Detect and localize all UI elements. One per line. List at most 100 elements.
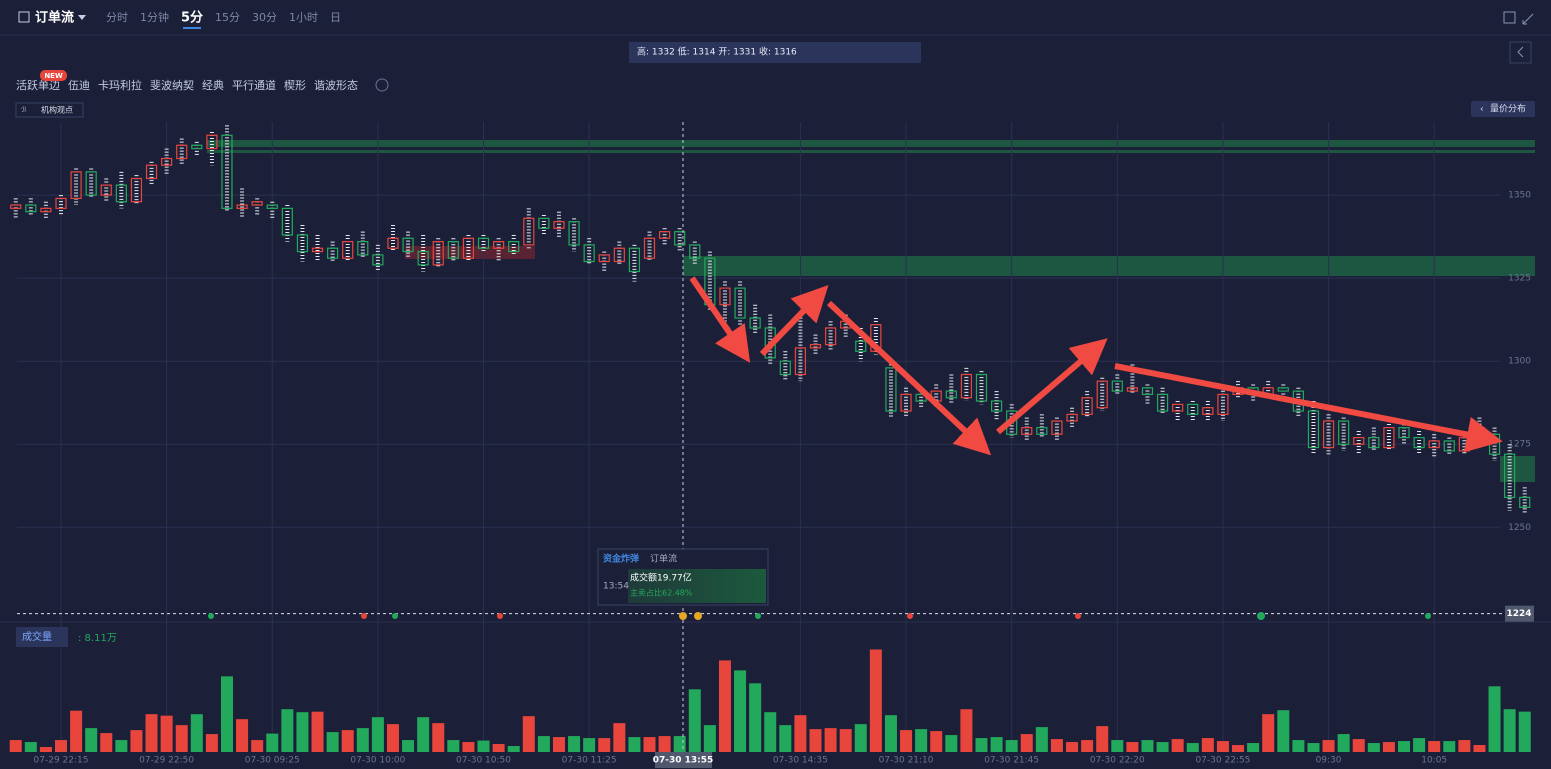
candle-body[interactable]	[1066, 413, 1078, 422]
help-icon[interactable]	[375, 78, 389, 92]
volume-label[interactable]: 成交量	[22, 630, 52, 643]
candle-body[interactable]	[1413, 437, 1425, 449]
candle-body[interactable]	[1307, 410, 1320, 449]
signal[interactable]	[497, 613, 503, 619]
candle-body[interactable]	[206, 134, 218, 150]
signal[interactable]	[907, 613, 913, 619]
candle-body[interactable]	[115, 184, 127, 203]
candle-body[interactable]	[1322, 420, 1335, 449]
candle-body[interactable]	[1051, 420, 1063, 435]
signal[interactable]	[1075, 613, 1081, 619]
candle-body[interactable]	[432, 240, 444, 266]
candle-body[interactable]	[1398, 427, 1410, 439]
candle-body[interactable]	[885, 367, 897, 412]
candle-body[interactable]	[327, 247, 339, 259]
candle-body[interactable]	[1096, 380, 1108, 409]
candle-body[interactable]	[1368, 437, 1380, 449]
candle-body[interactable]	[794, 347, 807, 376]
opinion-box[interactable]	[15, 102, 84, 118]
candle-body[interactable]	[100, 184, 112, 196]
layout-icon[interactable]	[1503, 11, 1516, 24]
candle-body[interactable]	[266, 204, 278, 209]
collapse-button[interactable]	[1509, 41, 1532, 64]
candle-body[interactable]	[1277, 387, 1289, 392]
candle-body[interactable]	[1141, 387, 1154, 396]
signal[interactable]	[694, 612, 702, 620]
candle-body[interactable]	[658, 231, 671, 239]
candle-body[interactable]	[1338, 420, 1350, 445]
candle-body[interactable]	[583, 244, 595, 263]
candle-body[interactable]	[85, 171, 97, 196]
tab[interactable]: 分时	[106, 11, 128, 24]
candle-body[interactable]	[191, 144, 203, 150]
candle-body[interactable]	[40, 207, 52, 213]
candle-body[interactable]	[1217, 393, 1229, 415]
tooltip-tab[interactable]: 资金炸弹	[603, 553, 639, 565]
candle-body[interactable]	[357, 240, 369, 256]
candle-body[interactable]	[1156, 393, 1169, 412]
candle-body[interactable]	[236, 204, 248, 209]
candle-body[interactable]	[643, 237, 656, 259]
tab[interactable]: 1小时	[289, 11, 318, 24]
candle-body[interactable]	[1504, 453, 1516, 499]
candle-body[interactable]	[311, 247, 324, 253]
candle-body[interactable]	[130, 177, 143, 203]
opinion[interactable]: 机构观点	[41, 105, 73, 115]
candle-body[interactable]	[372, 254, 384, 266]
tool[interactable]: 卡玛利拉	[98, 78, 142, 92]
tooltip-tab[interactable]: 订单流	[650, 553, 677, 565]
candle-body[interactable]	[809, 343, 822, 349]
tool[interactable]: 斐波纳契	[150, 78, 194, 92]
title[interactable]: 订单流	[35, 10, 74, 26]
signal[interactable]	[1425, 613, 1431, 619]
candle-body[interactable]	[1126, 387, 1138, 392]
candle-body[interactable]	[538, 217, 550, 229]
tab[interactable]: 30分	[252, 11, 277, 24]
candle-body[interactable]	[870, 324, 882, 352]
tool[interactable]: 活跃单边	[16, 78, 60, 92]
candle-body[interactable]	[1187, 403, 1199, 415]
candle-body[interactable]	[55, 197, 67, 209]
tool[interactable]: 伍迪	[68, 79, 90, 92]
candle-body[interactable]	[1519, 496, 1531, 508]
candle-body[interactable]	[176, 144, 188, 160]
tab[interactable]: 1分钟	[140, 10, 169, 24]
candle-body[interactable]	[689, 244, 701, 259]
signal[interactable]	[755, 613, 761, 619]
candle-body[interactable]	[161, 157, 173, 166]
candle-body[interactable]	[1172, 403, 1184, 412]
candle-body[interactable]	[553, 221, 565, 229]
candle-body[interactable]	[221, 134, 233, 209]
candle-body[interactable]	[975, 373, 988, 402]
expand-icon[interactable]	[1522, 13, 1534, 25]
tab[interactable]: 5分	[181, 10, 203, 26]
candle-body[interactable]	[145, 164, 158, 180]
candle-body[interactable]	[10, 204, 22, 209]
candle-body[interactable]	[1353, 437, 1365, 445]
candle-body[interactable]	[1021, 427, 1033, 435]
candle-body[interactable]	[628, 247, 641, 273]
signal[interactable]	[392, 613, 398, 619]
candle-body[interactable]	[568, 221, 580, 246]
candle-body[interactable]	[990, 400, 1003, 412]
candle-body[interactable]	[25, 204, 37, 213]
candle-body[interactable]	[855, 340, 867, 352]
candle-body[interactable]	[402, 237, 414, 253]
candle-body[interactable]	[281, 207, 293, 236]
candle-body[interactable]	[598, 254, 610, 263]
candle-body[interactable]	[1111, 380, 1123, 392]
candle-body[interactable]	[508, 240, 520, 253]
candle-body[interactable]	[523, 217, 535, 246]
tool[interactable]: 经典	[202, 78, 224, 92]
candle-body[interactable]	[417, 250, 429, 266]
signal[interactable]	[679, 612, 687, 620]
candle-body[interactable]	[674, 231, 686, 246]
candle-body[interactable]	[342, 240, 354, 259]
candle-body[interactable]	[960, 373, 973, 399]
signal[interactable]	[361, 613, 367, 619]
candle-body[interactable]	[387, 237, 399, 249]
candle-body[interactable]	[1383, 427, 1395, 449]
candle-body[interactable]	[613, 247, 625, 263]
candle-body[interactable]	[70, 171, 82, 200]
candle-body[interactable]	[1443, 440, 1455, 452]
